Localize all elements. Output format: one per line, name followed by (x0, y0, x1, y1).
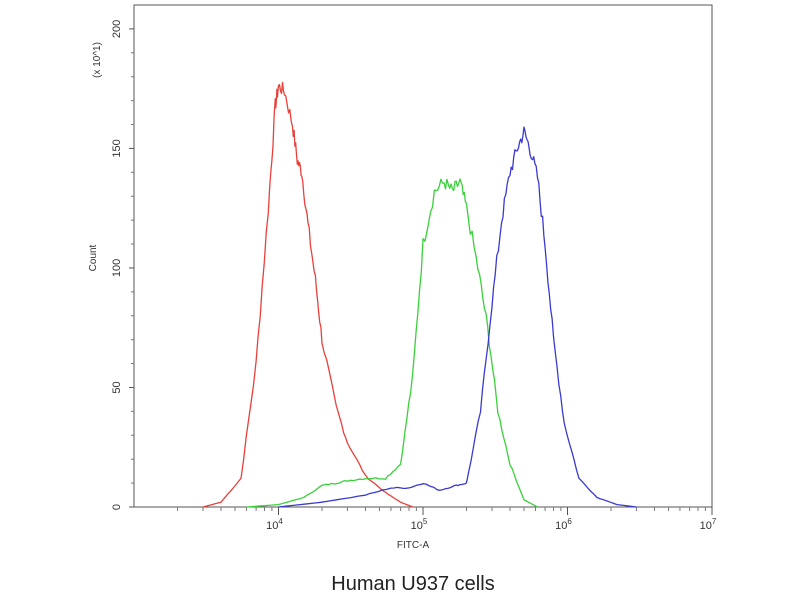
x-tick-base: 10 (266, 520, 278, 532)
series-line-2 (246, 178, 538, 508)
x-tick-exponent: 4 (278, 517, 283, 526)
y-tick-label: 150 (111, 139, 123, 157)
y-tick-label: 100 (111, 259, 123, 277)
x-tick-label: 105 (411, 517, 428, 532)
x-tick-label: 106 (555, 517, 572, 532)
x-tick-base: 10 (555, 520, 567, 532)
chart-caption: Human U937 cells (331, 573, 494, 595)
x-tick-base: 10 (700, 520, 712, 532)
y-tick-label: 200 (111, 20, 123, 38)
y-axis-label: Count (88, 244, 99, 271)
x-tick-label: 104 (266, 517, 283, 532)
plot-frame (133, 4, 713, 508)
series-line-3 (278, 126, 637, 508)
y-multiplier-label: (x 10^1) (92, 42, 103, 78)
series-line-1 (202, 81, 414, 508)
x-axis: 104 105 106 107 (176, 507, 717, 532)
y-tick-label: 0 (111, 504, 123, 510)
x-tick-exponent: 7 (712, 517, 717, 526)
y-axis: 0 50 100 150 200 (111, 20, 134, 510)
x-tick-exponent: 5 (423, 517, 428, 526)
x-tick-exponent: 6 (567, 517, 572, 526)
x-tick-base: 10 (411, 520, 423, 532)
x-axis-label: FITC-A (397, 540, 430, 551)
x-tick-label: 107 (700, 517, 717, 532)
series-layer (202, 81, 637, 508)
y-tick-label: 50 (111, 381, 123, 393)
